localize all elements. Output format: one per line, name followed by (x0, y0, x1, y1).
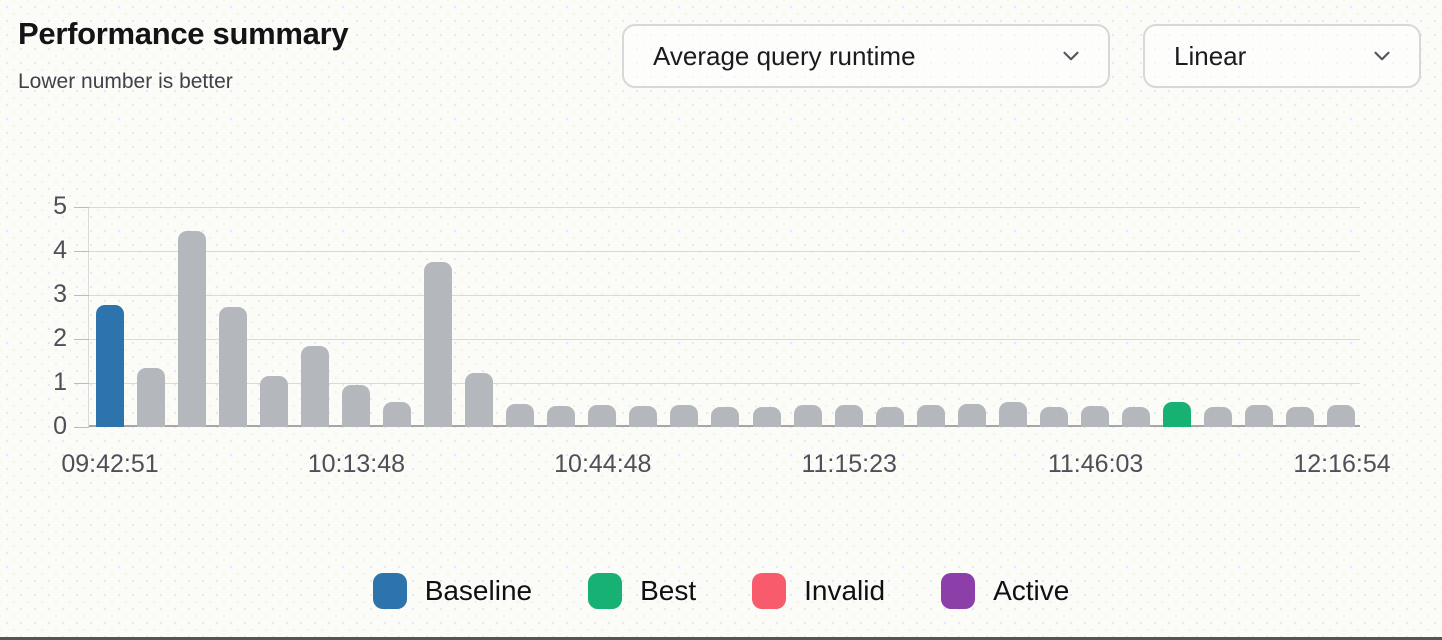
bar (1080, 406, 1109, 427)
y-axis-label: 5 (53, 192, 67, 220)
legend-swatch-icon (752, 573, 787, 609)
page-title: Performance summary (18, 16, 349, 51)
chevron-down-icon (1058, 43, 1084, 69)
bar (916, 405, 945, 427)
y-tick (74, 427, 89, 428)
bar-best (1162, 402, 1191, 427)
bar (1203, 407, 1232, 427)
bar (588, 405, 617, 427)
legend-label: Active (993, 575, 1070, 606)
bottom-divider (0, 637, 1442, 640)
bar (547, 406, 576, 427)
bar (1039, 407, 1068, 427)
legend-swatch-icon (372, 573, 407, 609)
x-axis-label: 11:15:23 (801, 450, 897, 478)
x-axis-label: 11:46:03 (1047, 450, 1144, 478)
page-subtitle: Lower number is better (18, 70, 233, 93)
bar-chart: 0 1 2 3 4 5 09:42:51 10:13:48 10:44:48 11:15:23 11… (53, 192, 1391, 478)
bar-baseline (96, 305, 124, 427)
bar (506, 404, 535, 427)
y-axis-label: 2 (53, 324, 67, 352)
bar (342, 385, 371, 427)
y-axis-label: 0 (53, 412, 67, 440)
legend-item-active: Active (941, 573, 1069, 609)
y-tick (74, 339, 89, 340)
bar (1326, 405, 1355, 427)
bar (465, 373, 494, 427)
gridline-y1 (89, 383, 1360, 384)
bar (219, 307, 248, 427)
bar (875, 407, 904, 427)
bar (260, 376, 289, 427)
bar (752, 407, 781, 427)
bar (301, 346, 330, 427)
gridline-y3 (89, 295, 1360, 296)
chevron-down-icon (1369, 43, 1395, 69)
scale-select[interactable]: Linear (1143, 24, 1421, 88)
y-axis-label: 4 (53, 236, 67, 264)
bar (670, 405, 699, 427)
bar (1244, 405, 1273, 427)
y-tick (74, 207, 89, 208)
metric-select-value: Average query runtime (653, 40, 916, 71)
bar (137, 368, 166, 427)
legend-label: Best (640, 575, 697, 606)
gridline-y4 (89, 251, 1360, 252)
bar (957, 404, 986, 427)
bar (1121, 407, 1150, 427)
legend-item-best: Best (588, 573, 696, 609)
bar (998, 402, 1027, 427)
metric-select[interactable]: Average query runtime (622, 24, 1110, 88)
legend-swatch-icon (588, 573, 623, 609)
x-axis-label: 10:13:48 (307, 450, 406, 478)
y-axis-label: 1 (53, 368, 67, 396)
gridline-y2 (89, 339, 1360, 340)
x-axis-label: 09:42:51 (61, 450, 159, 478)
legend-label: Baseline (424, 575, 533, 606)
chart-legend: Baseline Best Invalid Active (0, 573, 1442, 609)
bars-container (96, 207, 1355, 427)
bar (1285, 407, 1314, 427)
x-axis-label: 10:44:48 (554, 450, 652, 478)
y-tick (74, 383, 89, 384)
bar (178, 231, 207, 427)
y-tick (74, 251, 89, 252)
bar (383, 402, 412, 427)
scale-select-value: Linear (1174, 40, 1247, 71)
y-axis-label: 3 (53, 280, 67, 308)
bar (629, 406, 658, 427)
legend-item-baseline: Baseline (372, 573, 533, 609)
y-tick (74, 295, 89, 296)
bar (424, 262, 453, 427)
bar (793, 405, 822, 427)
bar (711, 407, 740, 427)
legend-swatch-icon (941, 573, 976, 609)
gridline-y5 (89, 207, 1360, 208)
bar (834, 405, 863, 427)
x-axis-label: 12:16:54 (1293, 450, 1391, 478)
legend-item-invalid: Invalid (752, 573, 885, 609)
legend-label: Invalid (804, 575, 886, 606)
